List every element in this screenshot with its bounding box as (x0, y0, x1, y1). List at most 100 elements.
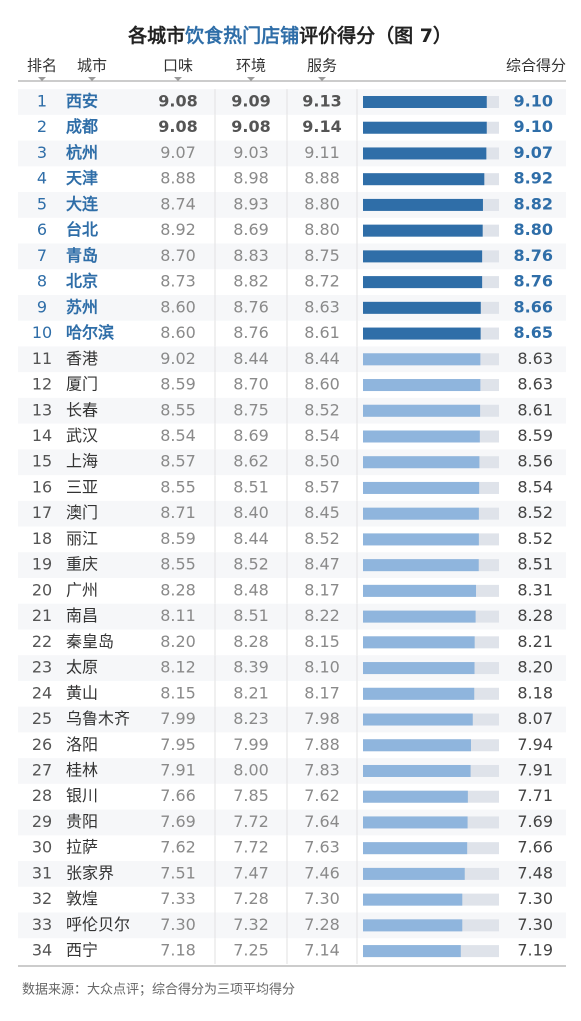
score-env: 8.28 (233, 632, 269, 651)
city: 呼伦贝尔 (66, 915, 130, 934)
score-taste: 7.95 (160, 735, 196, 754)
bar (363, 250, 483, 263)
bar (363, 893, 463, 906)
rank: 12 (32, 375, 52, 394)
score-taste: 8.92 (160, 220, 196, 239)
rank: 6 (37, 220, 47, 239)
bar (363, 481, 480, 494)
city: 西安 (66, 92, 98, 111)
score-env: 8.76 (233, 323, 269, 342)
score-taste: 7.99 (160, 709, 196, 728)
score-env: 8.98 (233, 169, 269, 188)
score-env: 9.03 (233, 143, 269, 162)
rank: 34 (32, 941, 52, 960)
score-env: 8.83 (233, 246, 269, 265)
score-service: 9.11 (304, 143, 340, 162)
score-service: 8.52 (304, 400, 340, 419)
overall-score: 8.56 (517, 452, 553, 471)
score-taste: 8.59 (160, 375, 196, 394)
overall-score: 8.21 (517, 632, 553, 651)
score-service: 8.88 (304, 169, 340, 188)
overall-score: 8.20 (517, 658, 553, 677)
city: 成都 (66, 117, 98, 136)
city: 张家界 (66, 863, 114, 882)
score-service: 8.17 (304, 580, 340, 599)
overall-score: 9.10 (514, 92, 553, 111)
score-service: 8.17 (304, 683, 340, 702)
overall-score: 8.52 (517, 503, 553, 522)
column-header: 服务 (307, 57, 337, 75)
rank: 14 (32, 426, 52, 445)
city: 黄山 (66, 683, 98, 702)
bar (363, 379, 481, 392)
city: 武汉 (66, 426, 98, 445)
overall-score: 8.07 (517, 709, 553, 728)
score-service: 8.54 (304, 426, 340, 445)
overall-score: 8.92 (514, 169, 553, 188)
city: 拉萨 (66, 838, 98, 857)
score-service: 7.98 (304, 709, 340, 728)
score-taste: 8.73 (160, 272, 196, 291)
bar (363, 867, 465, 880)
score-service: 7.64 (304, 812, 340, 831)
city: 南昌 (66, 606, 98, 625)
score-service: 8.80 (304, 220, 340, 239)
bar (363, 430, 480, 443)
score-taste: 8.55 (160, 555, 196, 574)
score-env: 8.44 (233, 349, 269, 368)
bar (363, 173, 485, 186)
score-taste: 8.59 (160, 529, 196, 548)
score-taste: 8.55 (160, 477, 196, 496)
header-arrow (38, 77, 46, 81)
score-env: 7.32 (233, 915, 269, 934)
bar (363, 533, 479, 546)
score-taste: 8.28 (160, 580, 196, 599)
overall-score: 8.66 (514, 297, 553, 316)
score-taste: 7.30 (160, 915, 196, 934)
score-service: 9.14 (302, 117, 341, 136)
overall-score: 8.80 (514, 220, 553, 239)
city: 青岛 (66, 246, 98, 265)
score-service: 8.50 (304, 452, 340, 471)
score-env: 8.40 (233, 503, 269, 522)
header-arrow (174, 77, 182, 81)
score-taste: 7.33 (160, 889, 196, 908)
bar (363, 301, 481, 314)
overall-score: 7.30 (517, 889, 553, 908)
score-taste: 8.15 (160, 683, 196, 702)
overall-score: 9.07 (514, 143, 553, 162)
bar (363, 842, 468, 855)
score-service: 8.80 (304, 194, 340, 213)
rank: 25 (32, 709, 52, 728)
score-env: 8.76 (233, 297, 269, 316)
score-taste: 7.62 (160, 838, 196, 857)
bar (363, 919, 463, 932)
city: 三亚 (66, 477, 98, 496)
score-taste: 8.54 (160, 426, 196, 445)
header-arrow (247, 77, 255, 81)
score-service: 8.52 (304, 529, 340, 548)
rank: 7 (37, 246, 47, 265)
city: 长春 (66, 400, 98, 419)
overall-score: 7.69 (517, 812, 553, 831)
rank: 1 (37, 92, 47, 111)
rank: 28 (32, 786, 52, 805)
score-env: 7.28 (233, 889, 269, 908)
score-service: 8.72 (304, 272, 340, 291)
bar (363, 739, 471, 752)
bar (363, 121, 487, 134)
score-service: 7.63 (304, 838, 340, 857)
source: 数据来源：大众点评；综合得分为三项平均得分 (22, 982, 295, 998)
rank: 4 (37, 169, 47, 188)
score-env: 8.51 (233, 477, 269, 496)
score-taste: 9.02 (160, 349, 196, 368)
overall-score: 8.63 (517, 375, 553, 394)
column-header: 排名 (27, 57, 57, 75)
overall-score: 7.91 (517, 760, 553, 779)
city: 苏州 (66, 297, 98, 316)
overall-score: 7.48 (517, 863, 553, 882)
bar (363, 636, 475, 649)
score-taste: 8.20 (160, 632, 196, 651)
rank: 27 (32, 760, 52, 779)
